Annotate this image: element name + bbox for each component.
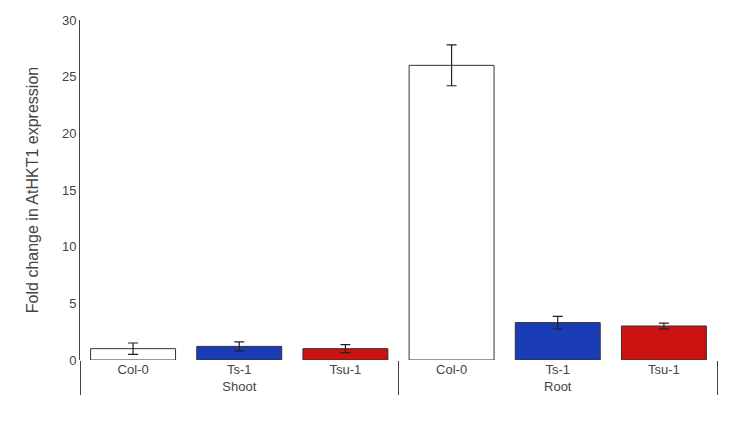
svg-text:0: 0 <box>69 353 76 368</box>
svg-text:Root: Root <box>544 379 572 394</box>
svg-text:Shoot: Shoot <box>222 379 256 394</box>
svg-text:Tsu-1: Tsu-1 <box>648 362 680 377</box>
svg-text:20: 20 <box>62 126 76 141</box>
svg-text:30: 30 <box>62 13 76 28</box>
svg-text:10: 10 <box>62 239 76 254</box>
svg-text:Ts-1: Ts-1 <box>545 362 570 377</box>
svg-text:Col-0: Col-0 <box>118 362 149 377</box>
svg-text:15: 15 <box>62 183 76 198</box>
svg-text:5: 5 <box>69 296 76 311</box>
svg-text:Fold change in AtHKT1 expressi: Fold change in AtHKT1 expression <box>24 67 41 313</box>
svg-text:Ts-1: Ts-1 <box>227 362 252 377</box>
svg-text:25: 25 <box>62 69 76 84</box>
svg-text:Col-0: Col-0 <box>436 362 467 377</box>
svg-text:Tsu-1: Tsu-1 <box>330 362 362 377</box>
